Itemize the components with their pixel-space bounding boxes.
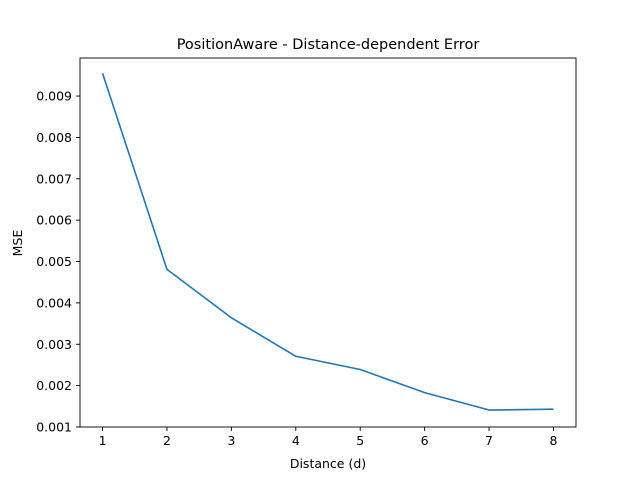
x-tick-label-2: 2 [163,433,171,448]
y-tick-label-4: 0.004 [36,295,72,310]
x-tick-label-5: 5 [356,433,364,448]
y-tick-label-1: 0.001 [36,420,72,435]
x-tick-label-3: 3 [227,433,235,448]
x-tick-label-1: 1 [99,433,107,448]
x-axis-label: Distance (d) [290,456,366,471]
y-tick-label-3: 0.003 [36,337,72,352]
y-tick-label-7: 0.007 [36,171,72,186]
x-tick-label-6: 6 [421,433,429,448]
series-line-1 [101,73,554,411]
axes-frame [79,57,577,428]
plot-area: 1 2 3 4 5 6 7 8 0.001 0.002 0.003 0.004 0.005 0.006 0.… [36,57,577,448]
y-tick-label-9: 0.009 [36,89,72,104]
y-axis-label: MSE [10,230,25,257]
x-tick-label-8: 8 [549,433,557,448]
y-tick-label-5: 0.005 [36,254,72,269]
y-tick-label-2: 0.002 [36,378,72,393]
y-tick-label-6: 0.006 [36,213,72,228]
x-tick-label-7: 7 [485,433,493,448]
x-tick-label-4: 4 [292,433,300,448]
y-tick-label-8: 0.008 [36,130,72,145]
chart-title: PositionAware - Distance-dependent Error [177,37,480,53]
